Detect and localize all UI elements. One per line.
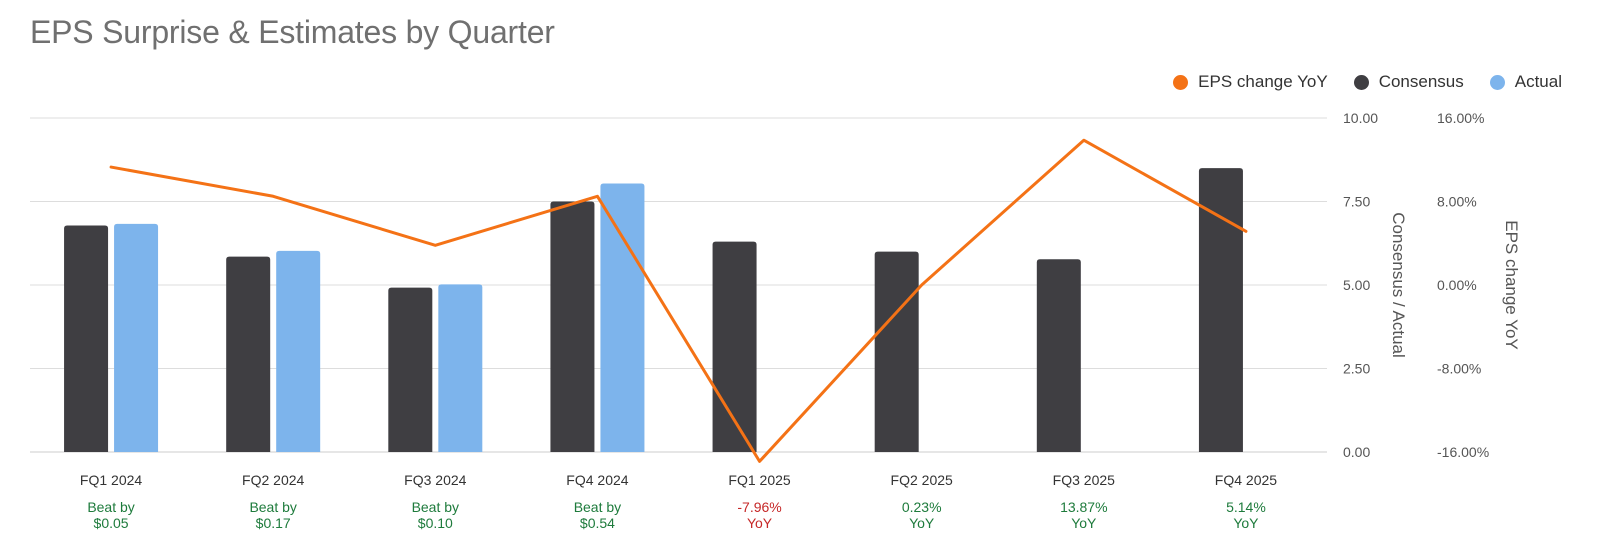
eps-change-line — [109, 138, 1248, 463]
chart-title: EPS Surprise & Estimates by Quarter — [30, 14, 555, 50]
x-tick-label: FQ4 2024 — [566, 472, 628, 488]
eps-change-point — [921, 284, 923, 286]
legend-label: Actual — [1514, 72, 1562, 91]
consensus-bar — [1036, 259, 1081, 452]
quarter-note-line1: Beat by — [249, 499, 296, 515]
eps-change-point — [1245, 230, 1247, 232]
y-left-axis-title: Consensus / Actual — [1389, 212, 1408, 358]
y-left-tick-label: 7.50 — [1343, 194, 1370, 210]
y-right-tick-label: 8.00% — [1437, 194, 1477, 210]
quarter-note-line2: YoY — [909, 515, 935, 531]
actual-bar — [276, 250, 321, 452]
eps-change-point — [759, 460, 761, 462]
y-right-axis-title: EPS change YoY — [1502, 220, 1521, 350]
quarter-note-line2: YoY — [1071, 515, 1097, 531]
eps-change-point — [1083, 139, 1085, 141]
consensus-bar — [64, 225, 109, 452]
quarter-note-line1: 13.87% — [1060, 499, 1107, 515]
x-tick-label: FQ4 2025 — [1215, 472, 1277, 488]
actual-bar — [438, 284, 483, 452]
quarter-note-line2: $0.10 — [418, 515, 453, 531]
line-series-dot-icon — [1173, 74, 1189, 90]
y-right-tick-label: 0.00% — [1437, 277, 1477, 293]
bar-series-dot-icon — [1353, 74, 1369, 90]
consensus-bar — [1198, 168, 1243, 452]
quarter-note-line2: YoY — [1233, 515, 1259, 531]
eps-change-point — [434, 244, 436, 246]
actual-bar — [114, 223, 159, 452]
y-right-tick-label: -8.00% — [1437, 361, 1481, 377]
y-left-tick-label: 10.00 — [1343, 110, 1378, 126]
consensus-bar — [550, 201, 595, 452]
consensus-bar — [226, 256, 271, 452]
x-tick-label: FQ3 2025 — [1053, 472, 1115, 488]
x-tick-label: FQ1 2024 — [80, 472, 142, 488]
y-right-tick-label: 16.00% — [1437, 110, 1484, 126]
consensus-bar — [388, 287, 433, 452]
consensus-bar — [874, 251, 919, 452]
eps-change-point — [596, 195, 598, 197]
x-tick-label: FQ2 2024 — [242, 472, 304, 488]
consensus-bar — [712, 241, 757, 452]
quarter-note-line1: 5.14% — [1226, 499, 1266, 515]
eps-change-series-line — [109, 138, 1248, 463]
quarter-note-line1: Beat by — [574, 499, 621, 515]
legend-item-actual[interactable]: Actual — [1489, 72, 1562, 92]
legend-label: Consensus — [1378, 72, 1464, 91]
legend-label: EPS change YoY — [1198, 72, 1328, 91]
bar-series-dot-icon — [1489, 74, 1505, 90]
quarter-note-line1: 0.23% — [902, 499, 942, 515]
quarter-note-line1: Beat by — [412, 499, 459, 515]
actual-bar — [600, 183, 645, 453]
quarter-note-line2: $0.05 — [94, 515, 129, 531]
quarter-note-line2: $0.17 — [256, 515, 291, 531]
y-left-tick-label: 5.00 — [1343, 277, 1370, 293]
y-left-tick-label: 0.00 — [1343, 444, 1370, 460]
quarter-note-line2: $0.54 — [580, 515, 615, 531]
eps-change-point — [110, 166, 112, 168]
quarter-note-line1: Beat by — [87, 499, 134, 515]
quarter-note-line1: -7.96% — [737, 499, 781, 515]
x-tick-label: FQ2 2025 — [891, 472, 953, 488]
x-tick-label: FQ1 2025 — [728, 472, 790, 488]
quarter-note-line2: YoY — [747, 515, 773, 531]
legend-item-consensus[interactable]: Consensus — [1353, 72, 1464, 92]
chart-legend: EPS change YoY Consensus Actual — [1173, 72, 1562, 92]
x-tick-label: FQ3 2024 — [404, 472, 466, 488]
y-left-tick-label: 2.50 — [1343, 361, 1370, 377]
legend-item-eps-change[interactable]: EPS change YoY — [1173, 72, 1328, 92]
y-right-tick-label: -16.00% — [1437, 444, 1489, 460]
bars — [64, 168, 1243, 453]
eps-change-point — [272, 195, 274, 197]
axes: 0.00 -16.00% 2.50 -8.00% 5.00 0.00% 7.50 8.00% 1… — [80, 110, 1521, 488]
